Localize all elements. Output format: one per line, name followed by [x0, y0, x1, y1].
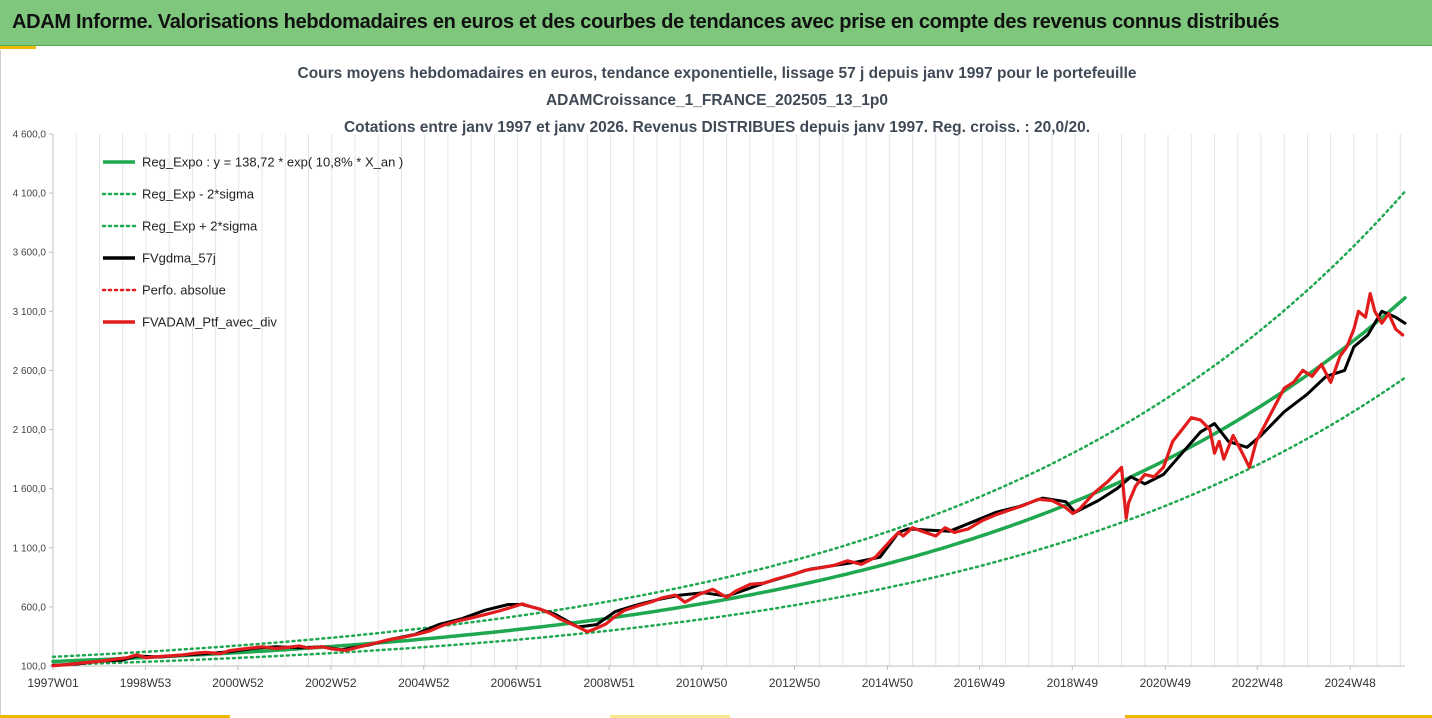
y-tick-label: 3 100,0: [13, 307, 47, 318]
page-header: ADAM Informe. Valorisations hebdomadaire…: [0, 0, 1432, 46]
x-tick-label: 2018W49: [1047, 676, 1099, 690]
x-tick-label: 1997W01: [27, 676, 79, 690]
legend-label: Reg_Exp - 2*sigma: [142, 187, 255, 202]
chart-area: Cours moyens hebdomadaires en euros, ten…: [0, 50, 1432, 715]
chart-title-line-2: ADAMCroissance_1_FRANCE_202505_13_1p0: [545, 92, 889, 109]
x-tick-label: 2016W49: [954, 676, 1006, 690]
y-tick-label: 4 600,0: [13, 130, 47, 141]
series-lines: [51, 190, 1407, 668]
series-line-1: [51, 376, 1407, 667]
series-line-0: [51, 296, 1407, 664]
axes: 100,0 600,0 1 100,0 1 600,0 2 100,0 2 600,0 3 …: [13, 130, 1405, 690]
chart-title-line-3: Cotations entre janv 1997 et janv 2026. …: [343, 119, 1091, 136]
series-line-2: [51, 190, 1407, 659]
y-tick-label: 1 600,0: [13, 484, 47, 495]
x-tick-label: 2012W50: [769, 676, 821, 690]
x-tick-label: 1998W53: [120, 676, 172, 690]
line-chart: 100,0 600,0 1 100,0 1 600,0 2 100,0 2 600,0 3 …: [13, 130, 1407, 690]
y-tick-label: 4 100,0: [13, 189, 47, 200]
legend-label: FVADAM_Ptf_avec_div: [142, 315, 277, 330]
accent-bar-bottom-right: [1125, 715, 1432, 718]
y-tick-label: 100,0: [21, 662, 46, 673]
chart-title-line-1: Cours moyens hebdomadaires en euros, ten…: [297, 65, 1137, 82]
legend-label: Perfo. absolue: [142, 283, 226, 298]
y-tick-label: 1 100,0: [13, 543, 47, 554]
series-line-5: [51, 292, 1405, 668]
x-tick-label: 2024W48: [1324, 676, 1376, 690]
series-line-3: [51, 309, 1407, 667]
x-tick-label: 2002W52: [305, 676, 357, 690]
legend-label: Reg_Expo : y = 138,72 * exp( 10,8% * X_a…: [142, 155, 403, 170]
page-title: ADAM Informe. Valorisations hebdomadaire…: [12, 11, 1280, 33]
x-tick-label: 2020W49: [1140, 676, 1192, 690]
gridlines: [75, 134, 1401, 666]
legend-label: Reg_Exp + 2*sigma: [142, 219, 258, 234]
x-tick-label: 2010W50: [676, 676, 728, 690]
x-tick-label: 2008W51: [583, 676, 635, 690]
x-tick-label: 2022W48: [1232, 676, 1284, 690]
x-tick-label: 2006W51: [491, 676, 543, 690]
x-tick-label: 2014W50: [862, 676, 914, 690]
y-tick-label: 3 600,0: [13, 248, 47, 259]
x-tick-label: 2004W52: [398, 676, 450, 690]
accent-bar-top: [0, 46, 36, 49]
legend: Reg_Expo : y = 138,72 * exp( 10,8% * X_a…: [101, 155, 403, 330]
y-tick-label: 2 600,0: [13, 366, 47, 377]
y-tick-label: 2 100,0: [13, 425, 47, 436]
legend-label: FVgdma_57j: [142, 251, 216, 266]
x-tick-label: 2000W52: [212, 676, 264, 690]
y-tick-label: 600,0: [21, 602, 46, 613]
accent-bar-bottom-middle: [610, 715, 730, 718]
accent-bar-bottom-left: [0, 715, 230, 718]
